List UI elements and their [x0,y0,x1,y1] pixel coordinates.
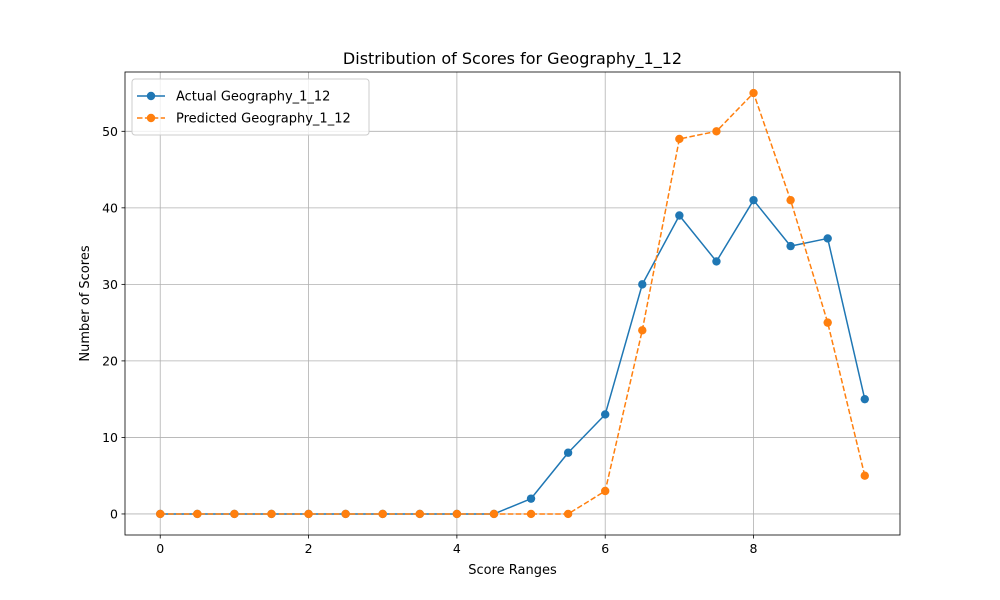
legend-label: Actual Geography_1_12 [176,90,330,105]
plot-area-frame [124,71,901,536]
x-tick-label: 6 [601,541,609,556]
series-2 [156,88,869,519]
data-point [415,509,424,519]
data-point [489,509,499,519]
x-tick-label: 0 [156,541,164,556]
data-point [823,234,832,243]
data-point [712,127,721,136]
series-lines [156,88,869,519]
y-tick-label: 40 [102,200,118,215]
y-axis-title: Number of Scores [78,245,93,361]
data-point [563,448,573,457]
x-tick-label: 4 [453,541,461,556]
legend-marker [146,113,156,123]
grid-lines [125,72,900,535]
data-point [452,509,462,519]
data-point [823,318,832,327]
data-point [156,509,165,519]
y-tick-label: 20 [102,353,118,368]
series-line [160,92,866,515]
y-tick-label: 0 [110,506,118,521]
data-point [526,494,536,503]
legend-box [131,78,370,136]
data-point [563,509,573,519]
data-point [675,211,684,220]
y-tick-label: 10 [102,430,118,445]
legend: Actual Geography_1_12 Predicted Geography… [131,78,370,136]
data-point [601,410,610,419]
data-point [526,509,536,519]
x-tick-label: 2 [305,541,313,556]
legend-marker [146,91,156,101]
data-point [378,509,387,519]
chart-title: Distribution of Scores for Geography_1_1… [343,49,682,69]
data-point [712,257,721,266]
data-point [786,241,795,251]
legend-entry: Predicted Geography_1_12 [137,112,351,127]
data-point [860,394,869,404]
data-point [749,195,758,205]
x-tick-label: 8 [750,541,758,556]
data-point [786,195,795,205]
series-line [160,199,866,515]
data-point [749,88,758,98]
data-point [193,509,202,519]
legend-label: Predicted Geography_1_12 [176,112,351,127]
data-point [675,134,684,144]
data-point [304,509,313,519]
data-point [638,326,647,335]
data-point [341,509,350,519]
x-axis-title: Score Ranges [468,563,557,578]
data-point [860,471,869,480]
axis-ticks: 0 2 4 6 8 0 10 20 30 40 50 [102,124,757,556]
data-point [267,509,276,519]
legend-entry: Actual Geography_1_12 [137,90,330,105]
y-tick-label: 30 [102,277,118,292]
data-point [601,486,610,496]
data-point [638,280,647,289]
data-point [230,509,239,519]
y-tick-label: 50 [102,124,118,139]
